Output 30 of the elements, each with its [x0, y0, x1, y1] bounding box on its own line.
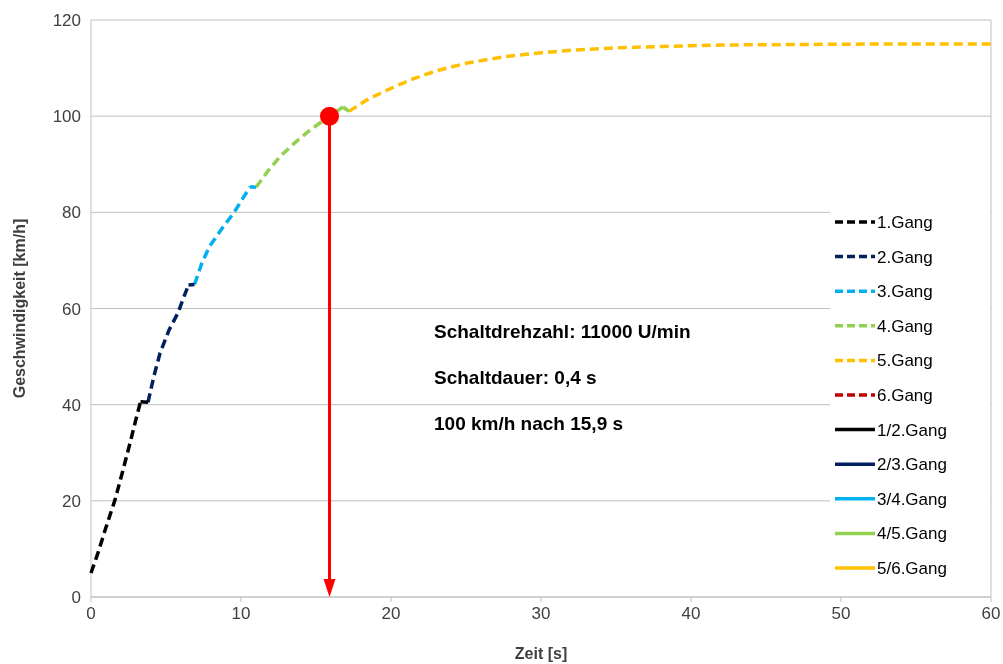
y-axis-title: Geschwindigkeit [km/h]	[11, 218, 28, 399]
legend-label: 6.Gang	[877, 386, 933, 405]
x-tick-label: 10	[231, 604, 251, 623]
annotation: 100 km/h nach 15,9 s	[434, 413, 624, 434]
legend-label: 1.Gang	[877, 213, 933, 232]
legend-label: 2/3.Gang	[877, 455, 947, 475]
legend-label: 4.Gang	[877, 316, 933, 336]
x-tick-label: 20	[381, 604, 401, 623]
y-tick-label: 60	[62, 299, 81, 319]
legend-label: 3/4.Gang	[877, 489, 947, 509]
x-tick-label: 30	[531, 604, 551, 623]
legend-label: 2.Gang	[877, 247, 933, 267]
y-tick-label: 100	[52, 107, 81, 127]
annotation: Schaltdrehzahl: 11000 U/min	[434, 321, 691, 342]
x-tick-label: 60	[981, 604, 1001, 623]
x-tick-label: 0	[86, 604, 96, 623]
x-tick-label: 40	[681, 604, 701, 623]
y-tick-label: 120	[52, 11, 81, 30]
legend-label: 4/5.Gang	[877, 524, 947, 544]
annotation: Schaltdauer: 0,4 s	[434, 367, 597, 388]
y-tick-label: 40	[62, 395, 81, 415]
legend-label: 1/2.Gang	[877, 420, 947, 440]
legend-label: 5.Gang	[877, 351, 933, 371]
y-tick-label: 80	[62, 203, 81, 223]
legend-label: 5/6.Gang	[877, 559, 947, 578]
x-axis-title: Zeit [s]	[514, 645, 568, 662]
y-tick-label: 20	[62, 491, 81, 511]
y-tick-label: 0	[71, 588, 81, 607]
legend-label: 3.Gang	[877, 282, 933, 302]
x-tick-label: 50	[831, 604, 851, 623]
